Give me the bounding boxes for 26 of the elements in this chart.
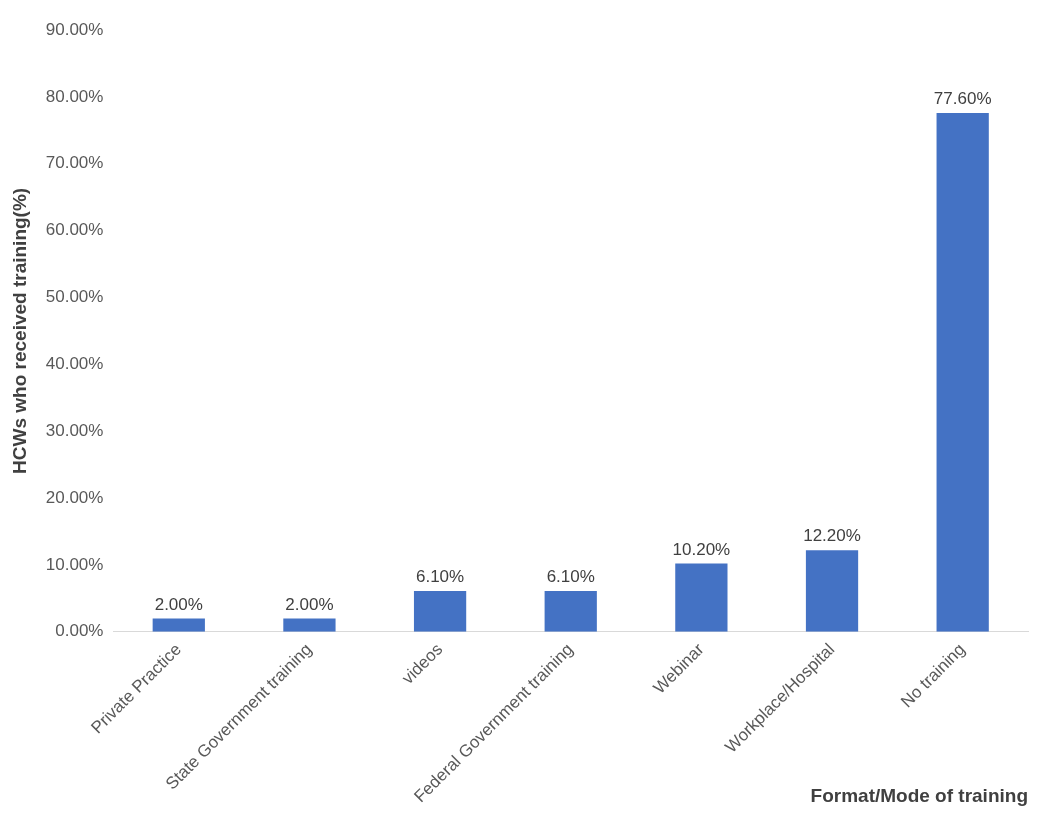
y-tick-label: 30.00% bbox=[45, 420, 104, 440]
y-tick-label: 50.00% bbox=[45, 287, 104, 307]
data-label: 2.00% bbox=[285, 594, 334, 614]
y-tick-label: 80.00% bbox=[45, 86, 104, 106]
y-tick-label: 60.00% bbox=[45, 220, 104, 240]
bar bbox=[413, 590, 467, 632]
bar bbox=[152, 618, 205, 632]
data-label: 77.60% bbox=[933, 89, 992, 109]
bar bbox=[283, 618, 336, 632]
data-label: 10.20% bbox=[672, 539, 731, 559]
bar bbox=[805, 550, 859, 632]
y-axis-title: HCWs who received training(%) bbox=[8, 187, 30, 474]
y-tick-label: 10.00% bbox=[45, 554, 104, 574]
y-tick-label: 70.00% bbox=[45, 153, 104, 173]
y-tick-label: 0.00% bbox=[55, 621, 104, 641]
data-label: 12.20% bbox=[803, 526, 861, 546]
data-label: 2.00% bbox=[154, 594, 203, 614]
bar bbox=[675, 563, 728, 632]
data-label: 6.10% bbox=[546, 567, 595, 587]
bar bbox=[544, 590, 597, 632]
y-tick-label: 90.00% bbox=[45, 19, 104, 39]
bar bbox=[936, 112, 989, 632]
x-axis-title: Format/Mode of training bbox=[810, 784, 1028, 806]
y-tick-label: 20.00% bbox=[45, 487, 104, 507]
y-tick-label: 40.00% bbox=[45, 354, 104, 373]
data-label: 6.10% bbox=[415, 567, 465, 587]
